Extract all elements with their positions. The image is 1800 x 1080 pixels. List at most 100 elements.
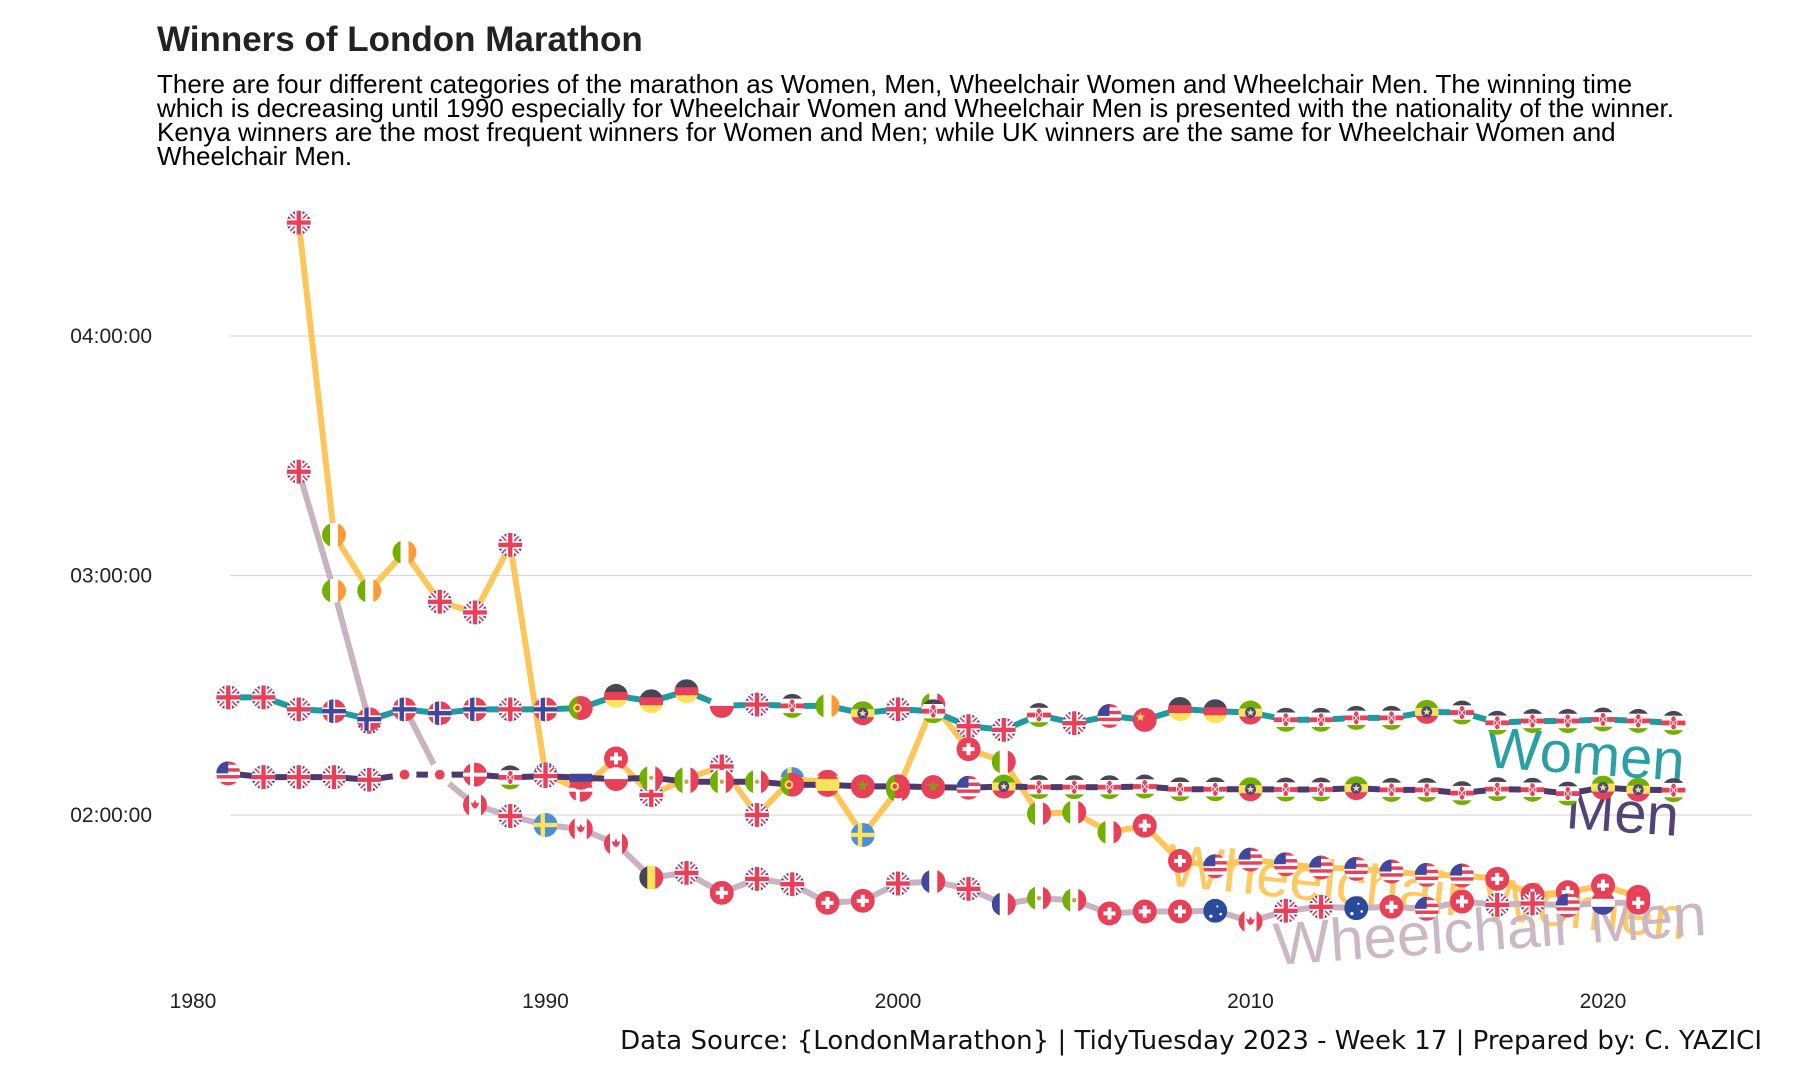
- gridlines: [230, 335, 1752, 816]
- kenya-flag-icon: Kenya: [1521, 778, 1545, 802]
- australia-flag-icon: Australia: [1344, 896, 1368, 920]
- mexico-flag-icon: Mexico: [1027, 886, 1051, 910]
- uk-flag-icon: United Kingdom: [745, 867, 769, 891]
- uk-flag-icon: United Kingdom: [992, 718, 1016, 742]
- series-points: United KingdomIrelandIrelandIrelandUnite…: [216, 211, 1685, 934]
- switzerland-flag-icon: Switzerland: [1380, 895, 1404, 919]
- kenya-flag-icon: Kenya: [1309, 708, 1333, 732]
- uk-flag-icon: United Kingdom: [252, 685, 276, 709]
- series-lines: [225, 219, 1677, 925]
- china-flag-icon: China: [1133, 708, 1157, 732]
- uk-flag-icon: United Kingdom: [498, 697, 522, 721]
- kenya-flag-icon: Kenya: [1062, 775, 1086, 799]
- uk-flag-icon: United Kingdom: [1274, 899, 1298, 923]
- uk-flag-icon: United Kingdom: [780, 872, 804, 896]
- axes: 02:00:00 03:00:00 04:00:00 1980 1990 2000 2010…: [70, 325, 1626, 1013]
- portugal-flag-icon: Portugal: [780, 773, 804, 797]
- norway-flag-icon: Norway: [393, 697, 417, 721]
- mexico-flag-icon: Mexico: [745, 770, 769, 794]
- canada-flag-icon: Canada: [1239, 909, 1263, 933]
- poland-flag-icon: Poland: [604, 767, 628, 791]
- switzerland-flag-icon: Switzerland: [1168, 849, 1192, 873]
- kenya-flag-icon: Kenya: [1274, 778, 1298, 802]
- japan-flag-icon: Japan: [428, 763, 452, 787]
- uk-flag-icon: United Kingdom: [498, 533, 522, 557]
- denmark-flag-icon: Denmark: [463, 763, 487, 787]
- chart-subtitle: There are four different categories of t…: [157, 69, 1674, 171]
- switzerland-flag-icon: Switzerland: [1133, 814, 1157, 838]
- ireland-flag-icon: Ireland: [322, 579, 346, 603]
- uk-flag-icon: United Kingdom: [287, 211, 311, 235]
- uk-flag-icon: United Kingdom: [957, 877, 981, 901]
- uk-flag-icon: United Kingdom: [675, 861, 699, 885]
- switzerland-flag-icon: Switzerland: [1626, 891, 1650, 915]
- germany-flag-icon: Germany: [1203, 699, 1227, 723]
- germany-flag-icon: Germany: [1168, 697, 1192, 721]
- switzerland-flag-icon: Switzerland: [1450, 889, 1474, 913]
- uk-flag-icon: United Kingdom: [287, 765, 311, 789]
- kenya-flag-icon: Kenya: [1380, 778, 1404, 802]
- portugal-flag-icon: Portugal: [886, 774, 910, 798]
- uk-flag-icon: United Kingdom: [287, 460, 311, 484]
- kenya-flag-icon: Kenya: [1098, 775, 1122, 799]
- uk-flag-icon: United Kingdom: [498, 804, 522, 828]
- uk-flag-icon: United Kingdom: [216, 685, 240, 709]
- kenya-flag-icon: Kenya: [1415, 778, 1439, 802]
- mexico-flag-icon: Mexico: [639, 766, 663, 790]
- x-tick-label: 2000: [875, 990, 922, 1013]
- kenya-flag-icon: Kenya: [1450, 781, 1474, 805]
- norway-flag-icon: Norway: [428, 701, 452, 725]
- y-tick-label: 04:00:00: [70, 325, 152, 348]
- kenya-flag-icon: Kenya: [1203, 777, 1227, 801]
- uk-flag-icon: United Kingdom: [745, 803, 769, 827]
- uk-flag-icon: United Kingdom: [957, 714, 981, 738]
- switzerland-flag-icon: Switzerland: [816, 891, 840, 915]
- ethiopia-flag-icon: Ethiopia: [851, 701, 875, 725]
- kenya-flag-icon: Kenya: [1027, 775, 1051, 799]
- france-flag-icon: France: [992, 892, 1016, 916]
- uk-flag-icon: United Kingdom: [534, 764, 558, 788]
- kenya-flag-icon: Kenya: [1133, 775, 1157, 799]
- switzerland-flag-icon: Switzerland: [1168, 899, 1192, 923]
- kenya-flag-icon: Kenya: [1485, 777, 1509, 801]
- y-tick-label: 03:00:00: [70, 565, 152, 588]
- australia-flag-icon: Australia: [1203, 899, 1227, 923]
- germany-flag-icon: Germany: [675, 679, 699, 703]
- japan-flag-icon: Japan: [393, 763, 417, 787]
- uk-flag-icon: United Kingdom: [252, 765, 276, 789]
- switzerland-flag-icon: Switzerland: [851, 889, 875, 913]
- norway-flag-icon: Norway: [357, 707, 381, 731]
- uk-flag-icon: United Kingdom: [886, 872, 910, 896]
- kenya-flag-icon: Kenya: [1027, 703, 1051, 727]
- x-tick-label: 2010: [1227, 990, 1274, 1013]
- norway-flag-icon: Norway: [322, 699, 346, 723]
- france-flag-icon: France: [921, 870, 945, 894]
- ethiopia-flag-icon: Ethiopia: [1239, 777, 1263, 801]
- kenya-flag-icon: Kenya: [1380, 706, 1404, 730]
- mexico-flag-icon: Mexico: [1062, 888, 1086, 912]
- kenya-flag-icon: Kenya: [1274, 708, 1298, 732]
- x-tick-label: 1980: [170, 990, 217, 1013]
- usa-flag-icon: USA: [216, 761, 240, 785]
- ethiopia-flag-icon: Ethiopia: [1239, 701, 1263, 725]
- kenya-flag-icon: Kenya: [1344, 706, 1368, 730]
- canada-flag-icon: Canada: [463, 793, 487, 817]
- x-tick-label: 1990: [522, 990, 569, 1013]
- uk-flag-icon: United Kingdom: [1485, 893, 1509, 917]
- uk-flag-icon: United Kingdom: [886, 697, 910, 721]
- ethiopia-flag-icon: Ethiopia: [1344, 776, 1368, 800]
- poland-flag-icon: Poland: [710, 694, 734, 718]
- kenya-flag-icon: Kenya: [1168, 777, 1192, 801]
- uk-flag-icon: United Kingdom: [1521, 891, 1545, 915]
- norway-flag-icon: Norway: [463, 697, 487, 721]
- ethiopia-flag-icon: Ethiopia: [992, 775, 1016, 799]
- ethiopia-flag-icon: Ethiopia: [1415, 700, 1439, 724]
- uk-flag-icon: United Kingdom: [745, 693, 769, 717]
- y-tick-label: 02:00:00: [70, 804, 152, 827]
- chart-caption: Data Source: {LondonMarathon} | TidyTues…: [620, 1026, 1762, 1056]
- uk-flag-icon: United Kingdom: [322, 765, 346, 789]
- italy-flag-icon: Italy: [1027, 802, 1051, 826]
- switzerland-flag-icon: Switzerland: [1133, 899, 1157, 923]
